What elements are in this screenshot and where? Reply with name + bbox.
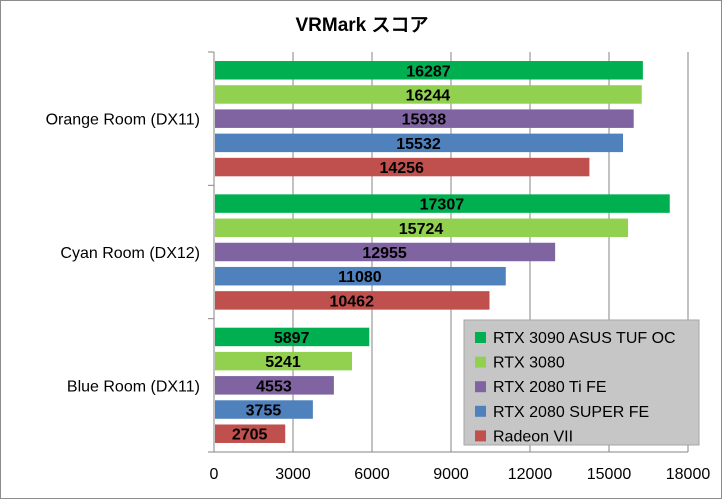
bar	[215, 157, 590, 177]
chart-title: VRMark スコア	[295, 15, 428, 36]
bar-value-label: 10462	[329, 293, 374, 310]
legend-label: RTX 3080	[493, 355, 565, 372]
bar	[215, 266, 506, 286]
bar	[215, 133, 624, 153]
bar-value-label: 5897	[274, 330, 310, 347]
legend-swatch	[475, 332, 486, 343]
bar-value-label: 5241	[265, 354, 301, 371]
legend-label: RTX 2080 Ti FE	[493, 379, 607, 396]
x-tick-label: 0	[210, 466, 219, 483]
bar-value-label: 15938	[402, 112, 447, 129]
legend-swatch	[475, 356, 486, 368]
bar-value-label: 3755	[246, 403, 282, 420]
bar	[215, 194, 670, 213]
x-tick-label: 3000	[275, 466, 311, 483]
bar-value-label: 4553	[256, 378, 292, 395]
bar-value-label: 15724	[399, 221, 444, 238]
bar-value-label: 16287	[406, 63, 451, 80]
category-label: Cyan Room (DX12)	[60, 245, 200, 262]
bar	[215, 218, 629, 238]
bar-value-label: 14256	[379, 160, 424, 177]
category-label: Orange Room (DX11)	[46, 112, 200, 129]
bar-value-label: 15532	[396, 136, 441, 153]
legend-label: RTX 2080 SUPER FE	[493, 404, 649, 421]
x-tick-label: 18000	[666, 466, 711, 483]
bar	[215, 85, 642, 104]
bar	[215, 109, 634, 128]
bar	[215, 351, 353, 371]
bar-value-label: 17307	[420, 197, 465, 214]
bar	[215, 291, 490, 310]
bar-value-label: 16244	[406, 87, 451, 104]
x-tick-label: 15000	[587, 466, 632, 483]
bar	[215, 242, 556, 262]
x-tick-label: 12000	[508, 466, 553, 483]
bar-value-label: 11080	[338, 269, 382, 286]
bar	[215, 376, 334, 395]
legend: RTX 3090 ASUS TUF OC RTX 3080 RTX 2080 Ti …	[463, 319, 700, 446]
legend-swatch	[475, 430, 486, 442]
bars: 16287 16244 15938 15532 14256 17307 15724 12955…	[215, 61, 670, 444]
bar	[215, 61, 643, 80]
bar	[215, 400, 313, 419]
bar	[215, 424, 286, 443]
bar	[215, 327, 370, 347]
legend-swatch	[475, 405, 486, 417]
x-tick-label: 9000	[433, 466, 469, 483]
bar-value-label: 2705	[232, 427, 268, 444]
axes: 0 3000 6000 9000 12000 15000 18000 Orange Room …	[46, 51, 711, 483]
legend-label: RTX 3090 ASUS TUF OC	[493, 330, 676, 347]
legend-box	[463, 319, 700, 446]
bar-value-label: 12955	[362, 245, 407, 262]
legend-swatch	[475, 381, 486, 393]
category-label: Blue Room (DX11)	[67, 378, 200, 395]
legend-label: Radeon VII	[493, 428, 573, 445]
x-tick-label: 6000	[354, 466, 390, 483]
